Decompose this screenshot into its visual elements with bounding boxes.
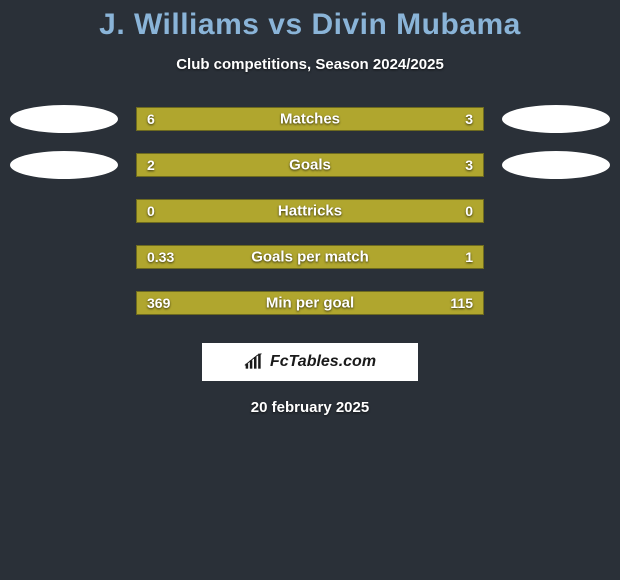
stat-value-left: 0 <box>147 203 155 219</box>
stat-bar-left: 0 <box>137 200 473 222</box>
stat-value-right: 3 <box>465 157 473 173</box>
brand-text: FcTables.com <box>270 353 376 371</box>
oval-spacer <box>10 243 118 271</box>
oval-spacer <box>502 197 610 225</box>
stat-rows: 63Matches23Goals00Hattricks0.331Goals pe… <box>0 107 620 315</box>
stat-bar-left: 0.33 <box>137 246 223 268</box>
stat-bar-right: 1 <box>223 246 483 268</box>
stat-row: 369115Min per goal <box>10 291 610 315</box>
stat-bar-right: 3 <box>275 154 483 176</box>
stat-bar-left: 2 <box>137 154 275 176</box>
date-text: 20 february 2025 <box>0 399 620 416</box>
stat-row: 63Matches <box>10 107 610 131</box>
comparison-infographic: J. Williams vs Divin Mubama Club competi… <box>0 0 620 416</box>
brand-badge: FcTables.com <box>202 343 418 381</box>
stat-row: 0.331Goals per match <box>10 245 610 269</box>
stat-bar: 369115Min per goal <box>136 291 484 315</box>
stat-bar-left: 6 <box>137 108 368 130</box>
player-oval-left <box>10 151 118 179</box>
subtitle: Club competitions, Season 2024/2025 <box>0 56 620 73</box>
oval-spacer <box>10 197 118 225</box>
stat-bar-left: 369 <box>137 292 401 314</box>
stat-row: 00Hattricks <box>10 199 610 223</box>
stat-value-right: 3 <box>465 111 473 127</box>
oval-spacer <box>502 289 610 317</box>
stat-bar-right: 115 <box>401 292 483 314</box>
stat-value-right: 0 <box>465 203 473 219</box>
player-oval-left <box>10 105 118 133</box>
stat-bar: 0.331Goals per match <box>136 245 484 269</box>
oval-spacer <box>10 289 118 317</box>
stat-bar: 23Goals <box>136 153 484 177</box>
page-title: J. Williams vs Divin Mubama <box>0 8 620 42</box>
stat-value-left: 6 <box>147 111 155 127</box>
stat-bar-right: 0 <box>473 200 483 222</box>
stat-row: 23Goals <box>10 153 610 177</box>
stat-bar: 00Hattricks <box>136 199 484 223</box>
stat-bar: 63Matches <box>136 107 484 131</box>
stat-value-left: 369 <box>147 295 170 311</box>
player-oval-right <box>502 151 610 179</box>
player-oval-right <box>502 105 610 133</box>
stat-value-left: 0.33 <box>147 249 174 265</box>
bar-chart-icon <box>244 353 264 371</box>
stat-value-right: 115 <box>450 295 473 311</box>
stat-bar-right: 3 <box>368 108 483 130</box>
oval-spacer <box>502 243 610 271</box>
stat-value-right: 1 <box>465 249 473 265</box>
stat-value-left: 2 <box>147 157 155 173</box>
